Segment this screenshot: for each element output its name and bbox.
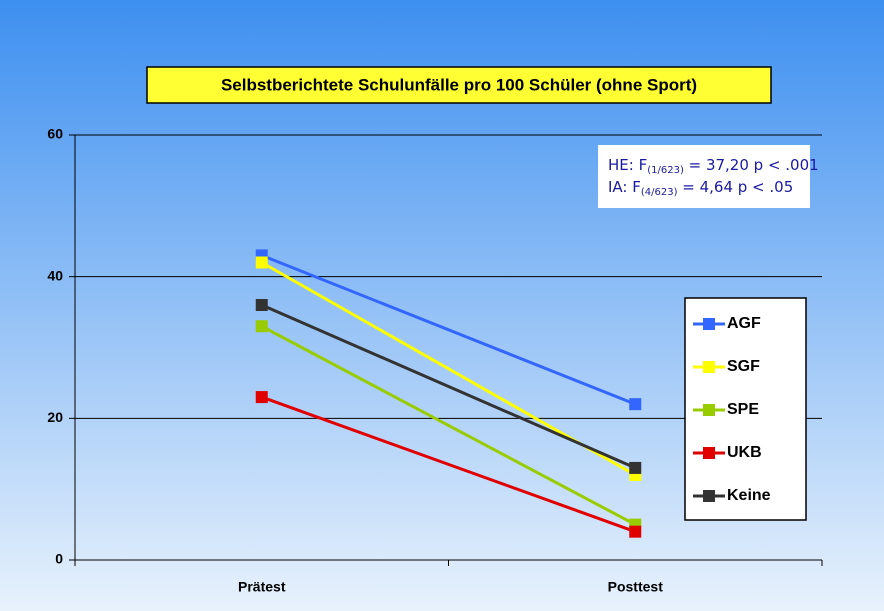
y-tick-label: 40 [47, 267, 63, 283]
legend-label: SPE [727, 401, 759, 418]
annotation-text: = 4,64 p < .05 [678, 178, 794, 196]
legend-swatch [703, 361, 715, 373]
marker [629, 461, 642, 474]
marker [255, 256, 268, 269]
x-tick-label: Posttest [608, 579, 664, 595]
annotation-box [598, 145, 810, 208]
marker [255, 320, 268, 333]
y-tick-label: 20 [47, 409, 63, 425]
legend-swatch [703, 404, 715, 416]
legend-label: SGF [727, 358, 760, 375]
legend-swatch [703, 490, 715, 502]
marker [255, 391, 268, 404]
legend-swatch [703, 318, 715, 330]
annotation-text: HE: F [608, 156, 647, 174]
marker [255, 299, 268, 311]
series-line [261, 254, 636, 406]
series-line [261, 324, 636, 526]
annotation-subscript: (4/623) [641, 187, 678, 198]
annotation: HE: F(1/623) = 37,20 p < .001 [608, 156, 819, 177]
annotation: IA: F(4/623) = 4,64 p < .05 [608, 178, 793, 199]
y-tick-label: 0 [55, 551, 63, 567]
annotation-subscript: (1/623) [647, 165, 684, 176]
chart-title: Selbstberichtete Schulunfälle pro 100 Sc… [221, 75, 697, 94]
marker [629, 398, 642, 411]
legend-label: AGF [727, 315, 761, 332]
legend-swatch [703, 447, 715, 459]
y-tick-label: 60 [47, 126, 63, 142]
x-tick-label: Prätest [238, 579, 286, 595]
legend-label: UKB [727, 444, 762, 461]
annotation-text: IA: F [608, 178, 641, 196]
title-box [146, 66, 772, 104]
series-line [261, 395, 636, 534]
marker [629, 525, 642, 538]
legend-label: Keine [727, 487, 771, 504]
annotation-text: = 37,20 p < .001 [684, 156, 819, 174]
series-line [261, 303, 636, 470]
